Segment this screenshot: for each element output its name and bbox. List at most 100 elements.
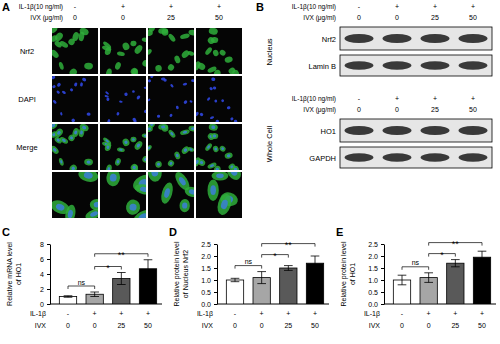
cell-nucleus — [52, 76, 56, 80]
y-tick-mark — [47, 304, 50, 305]
cell-cytoplasm — [141, 155, 146, 164]
cell-nucleus — [71, 166, 76, 170]
condition-label: IVX (μg/ml) — [303, 14, 336, 22]
treatment-value: + — [146, 310, 150, 317]
cell-nucleus — [148, 146, 151, 150]
cell-cytoplasm — [167, 129, 176, 139]
cell-nucleus — [139, 186, 146, 193]
cell-cytoplasm — [155, 65, 162, 73]
cell-nucleus — [116, 112, 120, 116]
compartment-label: Nucleus — [265, 38, 274, 65]
blot-band — [383, 34, 412, 43]
micrograph-background — [148, 28, 194, 74]
x-tick-label: 0 — [400, 322, 404, 329]
panel-b: BIL-1β(10 ng/ml)-+++IVX (μg/ml)002550Nrf… — [256, 1, 492, 168]
cell-nucleus — [213, 86, 217, 89]
cell-nucleus — [80, 82, 83, 87]
y-tick-label: 1.5 — [368, 265, 378, 272]
cell-nucleus — [206, 145, 210, 149]
micrograph-background — [100, 76, 146, 122]
cell-nucleus — [213, 134, 217, 137]
cell-cytoplasm — [114, 157, 122, 166]
cell-cytoplasm — [52, 49, 60, 60]
y-tick: 8 — [40, 241, 50, 248]
cell-nucleus — [157, 115, 161, 118]
y-tick: 0.5 — [368, 289, 384, 296]
cell-nucleus — [71, 118, 76, 122]
cell-cytoplasm — [52, 145, 60, 156]
blot-band — [459, 153, 488, 161]
cell-nucleus — [61, 138, 66, 142]
micrograph-background — [148, 124, 194, 170]
condition-value: 50 — [469, 106, 477, 113]
y-tick-label: 0.0 — [368, 301, 378, 308]
y-axis-title-line: Relative protein level — [340, 241, 348, 306]
cell-cytoplasm — [117, 51, 126, 57]
treatment-label: IL-1β — [364, 310, 380, 318]
cell-nucleus — [106, 145, 110, 149]
y-tick: 0.5 — [201, 289, 217, 296]
cell-nucleus — [215, 119, 219, 122]
cell-nucleus — [215, 167, 219, 170]
cell-nucleus — [132, 165, 137, 170]
condition-value: - — [74, 3, 77, 10]
condition-value: + — [121, 3, 125, 10]
cell-nucleus — [182, 130, 187, 134]
cell-cytoplasm — [208, 124, 218, 132]
cell-nucleus — [56, 90, 60, 94]
cell-cytoplasm — [167, 33, 176, 43]
y-tick-label: 2.0 — [201, 253, 211, 260]
cell-nucleus — [161, 77, 166, 80]
cell-nucleus — [196, 111, 199, 116]
cell-cytoplasm — [212, 172, 229, 181]
y-tick-label: 6 — [40, 256, 44, 263]
micrograph — [100, 28, 146, 74]
cell-nucleus — [151, 172, 159, 177]
cell-nucleus — [56, 82, 61, 87]
cell-cytoplasm — [196, 156, 202, 168]
cell-nucleus — [211, 125, 216, 129]
y-tick-mark — [381, 292, 384, 293]
band-label: Lamin B — [308, 62, 336, 71]
cell-nucleus — [61, 90, 66, 94]
cell-cytoplasm — [133, 44, 144, 55]
y-axis-title-line: Relative mRNA level — [6, 242, 13, 306]
y-axis-title: Relative protein levelof HO1 — [340, 241, 356, 306]
cell-cytoplasm — [102, 40, 112, 49]
cell-cytoplasm — [219, 49, 227, 57]
y-tick-mark — [381, 304, 384, 305]
blot-band — [383, 153, 412, 161]
y-tick-label: 0 — [40, 301, 44, 308]
y-tick-mark — [214, 292, 217, 293]
cell-cytoplasm — [231, 165, 240, 170]
cell-nucleus — [82, 77, 87, 82]
cell-nucleus — [80, 130, 83, 135]
cell-nucleus — [214, 99, 218, 103]
cell-nucleus — [116, 160, 120, 164]
cell-nucleus — [94, 202, 98, 208]
micrograph — [52, 172, 98, 218]
micrograph — [52, 124, 98, 170]
cell-nucleus — [210, 185, 216, 195]
cell-nucleus — [104, 95, 109, 98]
y-tick: 2.0 — [368, 253, 384, 260]
y-tick-mark — [381, 280, 384, 281]
condition-label: IVX (μg/ml) — [303, 106, 336, 114]
micrograph — [52, 76, 98, 122]
panel-label: B — [256, 1, 264, 13]
cell-nucleus — [178, 176, 187, 187]
cell-nucleus — [230, 117, 234, 121]
y-tick-label: 1.5 — [201, 265, 211, 272]
micrograph-background — [196, 124, 242, 170]
cell-nucleus — [56, 130, 61, 135]
cell-nucleus — [74, 130, 78, 135]
cell-nucleus — [210, 116, 215, 120]
bar-chart: D0.00.51.01.52.02.5Relative protein leve… — [169, 226, 329, 329]
cell-cytoplasm — [121, 42, 130, 52]
y-tick-label: 1.0 — [201, 277, 211, 284]
row-label: Merge — [16, 143, 37, 152]
y-axis-title: Relative mRNA levelof HO1 — [6, 242, 22, 306]
cell-nucleus — [107, 167, 111, 170]
cell-nucleus — [170, 131, 174, 136]
micrograph — [196, 28, 242, 74]
